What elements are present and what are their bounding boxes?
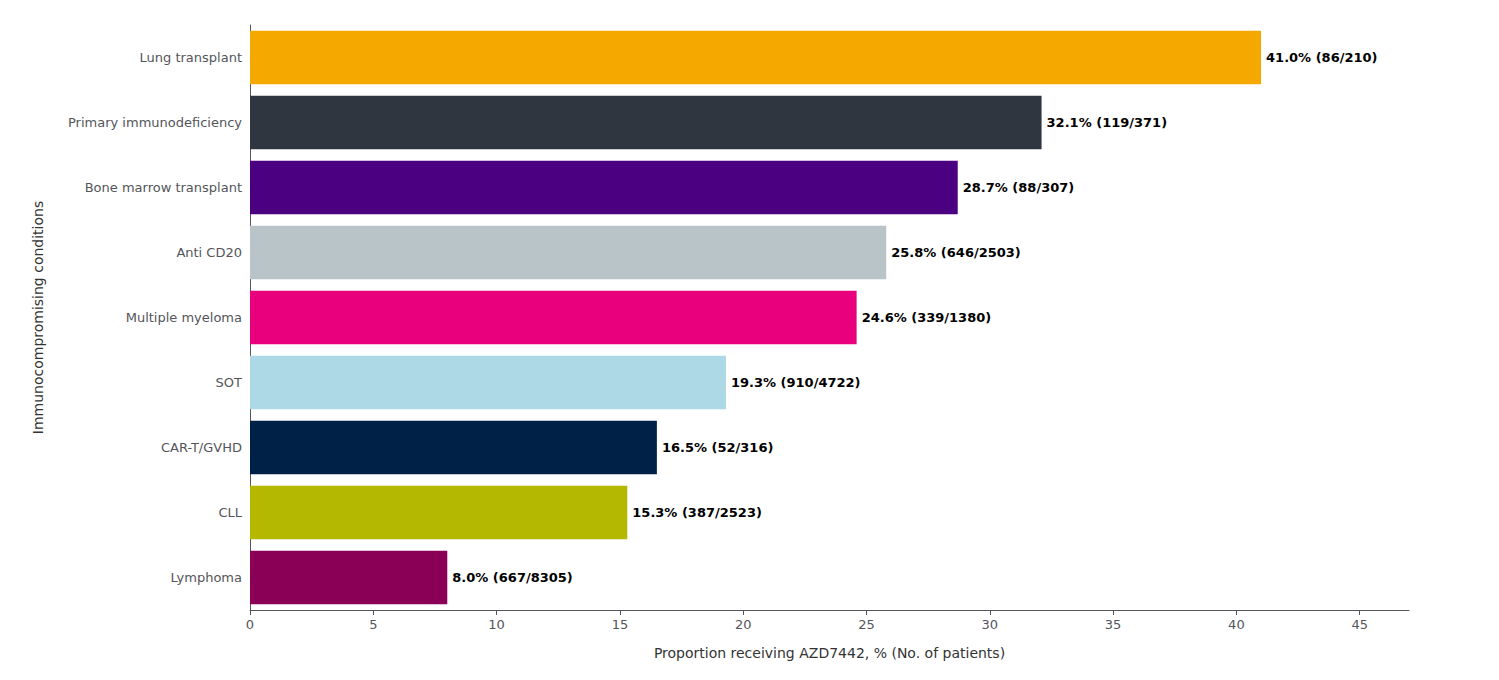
svg-text:Bone marrow transplant: Bone marrow transplant <box>85 180 242 195</box>
svg-text:Lymphoma: Lymphoma <box>171 570 242 585</box>
svg-text:Proportion receiving AZD7442,: Proportion receiving AZD7442, % (No. of … <box>654 645 1005 661</box>
svg-text:CLL: CLL <box>218 505 242 520</box>
svg-text:24.6% (339/1380): 24.6% (339/1380) <box>862 310 992 325</box>
svg-text:40: 40 <box>1228 617 1245 632</box>
svg-text:Anti CD20: Anti CD20 <box>176 245 242 260</box>
svg-text:CAR-T/GVHD: CAR-T/GVHD <box>161 440 242 455</box>
svg-text:Lung transplant: Lung transplant <box>140 50 242 65</box>
svg-text:SOT: SOT <box>216 375 242 390</box>
svg-text:45: 45 <box>1351 617 1368 632</box>
svg-text:25.8% (646/2503): 25.8% (646/2503) <box>891 245 1021 260</box>
svg-text:Immunocompromising conditions: Immunocompromising conditions <box>30 201 46 434</box>
svg-text:30: 30 <box>982 617 999 632</box>
svg-text:10: 10 <box>488 617 505 632</box>
svg-text:20: 20 <box>735 617 752 632</box>
svg-text:Multiple myeloma: Multiple myeloma <box>126 310 242 325</box>
svg-text:41.0% (86/210): 41.0% (86/210) <box>1266 50 1377 65</box>
svg-text:Primary immunodeficiency: Primary immunodeficiency <box>68 115 242 130</box>
svg-text:25: 25 <box>858 617 875 632</box>
svg-text:28.7% (88/307): 28.7% (88/307) <box>963 180 1074 195</box>
svg-text:15.3% (387/2523): 15.3% (387/2523) <box>632 505 762 520</box>
svg-text:19.3% (910/4722): 19.3% (910/4722) <box>731 375 861 390</box>
svg-text:16.5% (52/316): 16.5% (52/316) <box>662 440 773 455</box>
svg-text:35: 35 <box>1105 617 1122 632</box>
svg-text:8.0% (667/8305): 8.0% (667/8305) <box>452 570 573 585</box>
svg-text:0: 0 <box>246 617 254 632</box>
svg-text:32.1% (119/371): 32.1% (119/371) <box>1047 115 1168 130</box>
svg-text:5: 5 <box>369 617 377 632</box>
svg-text:15: 15 <box>612 617 629 632</box>
